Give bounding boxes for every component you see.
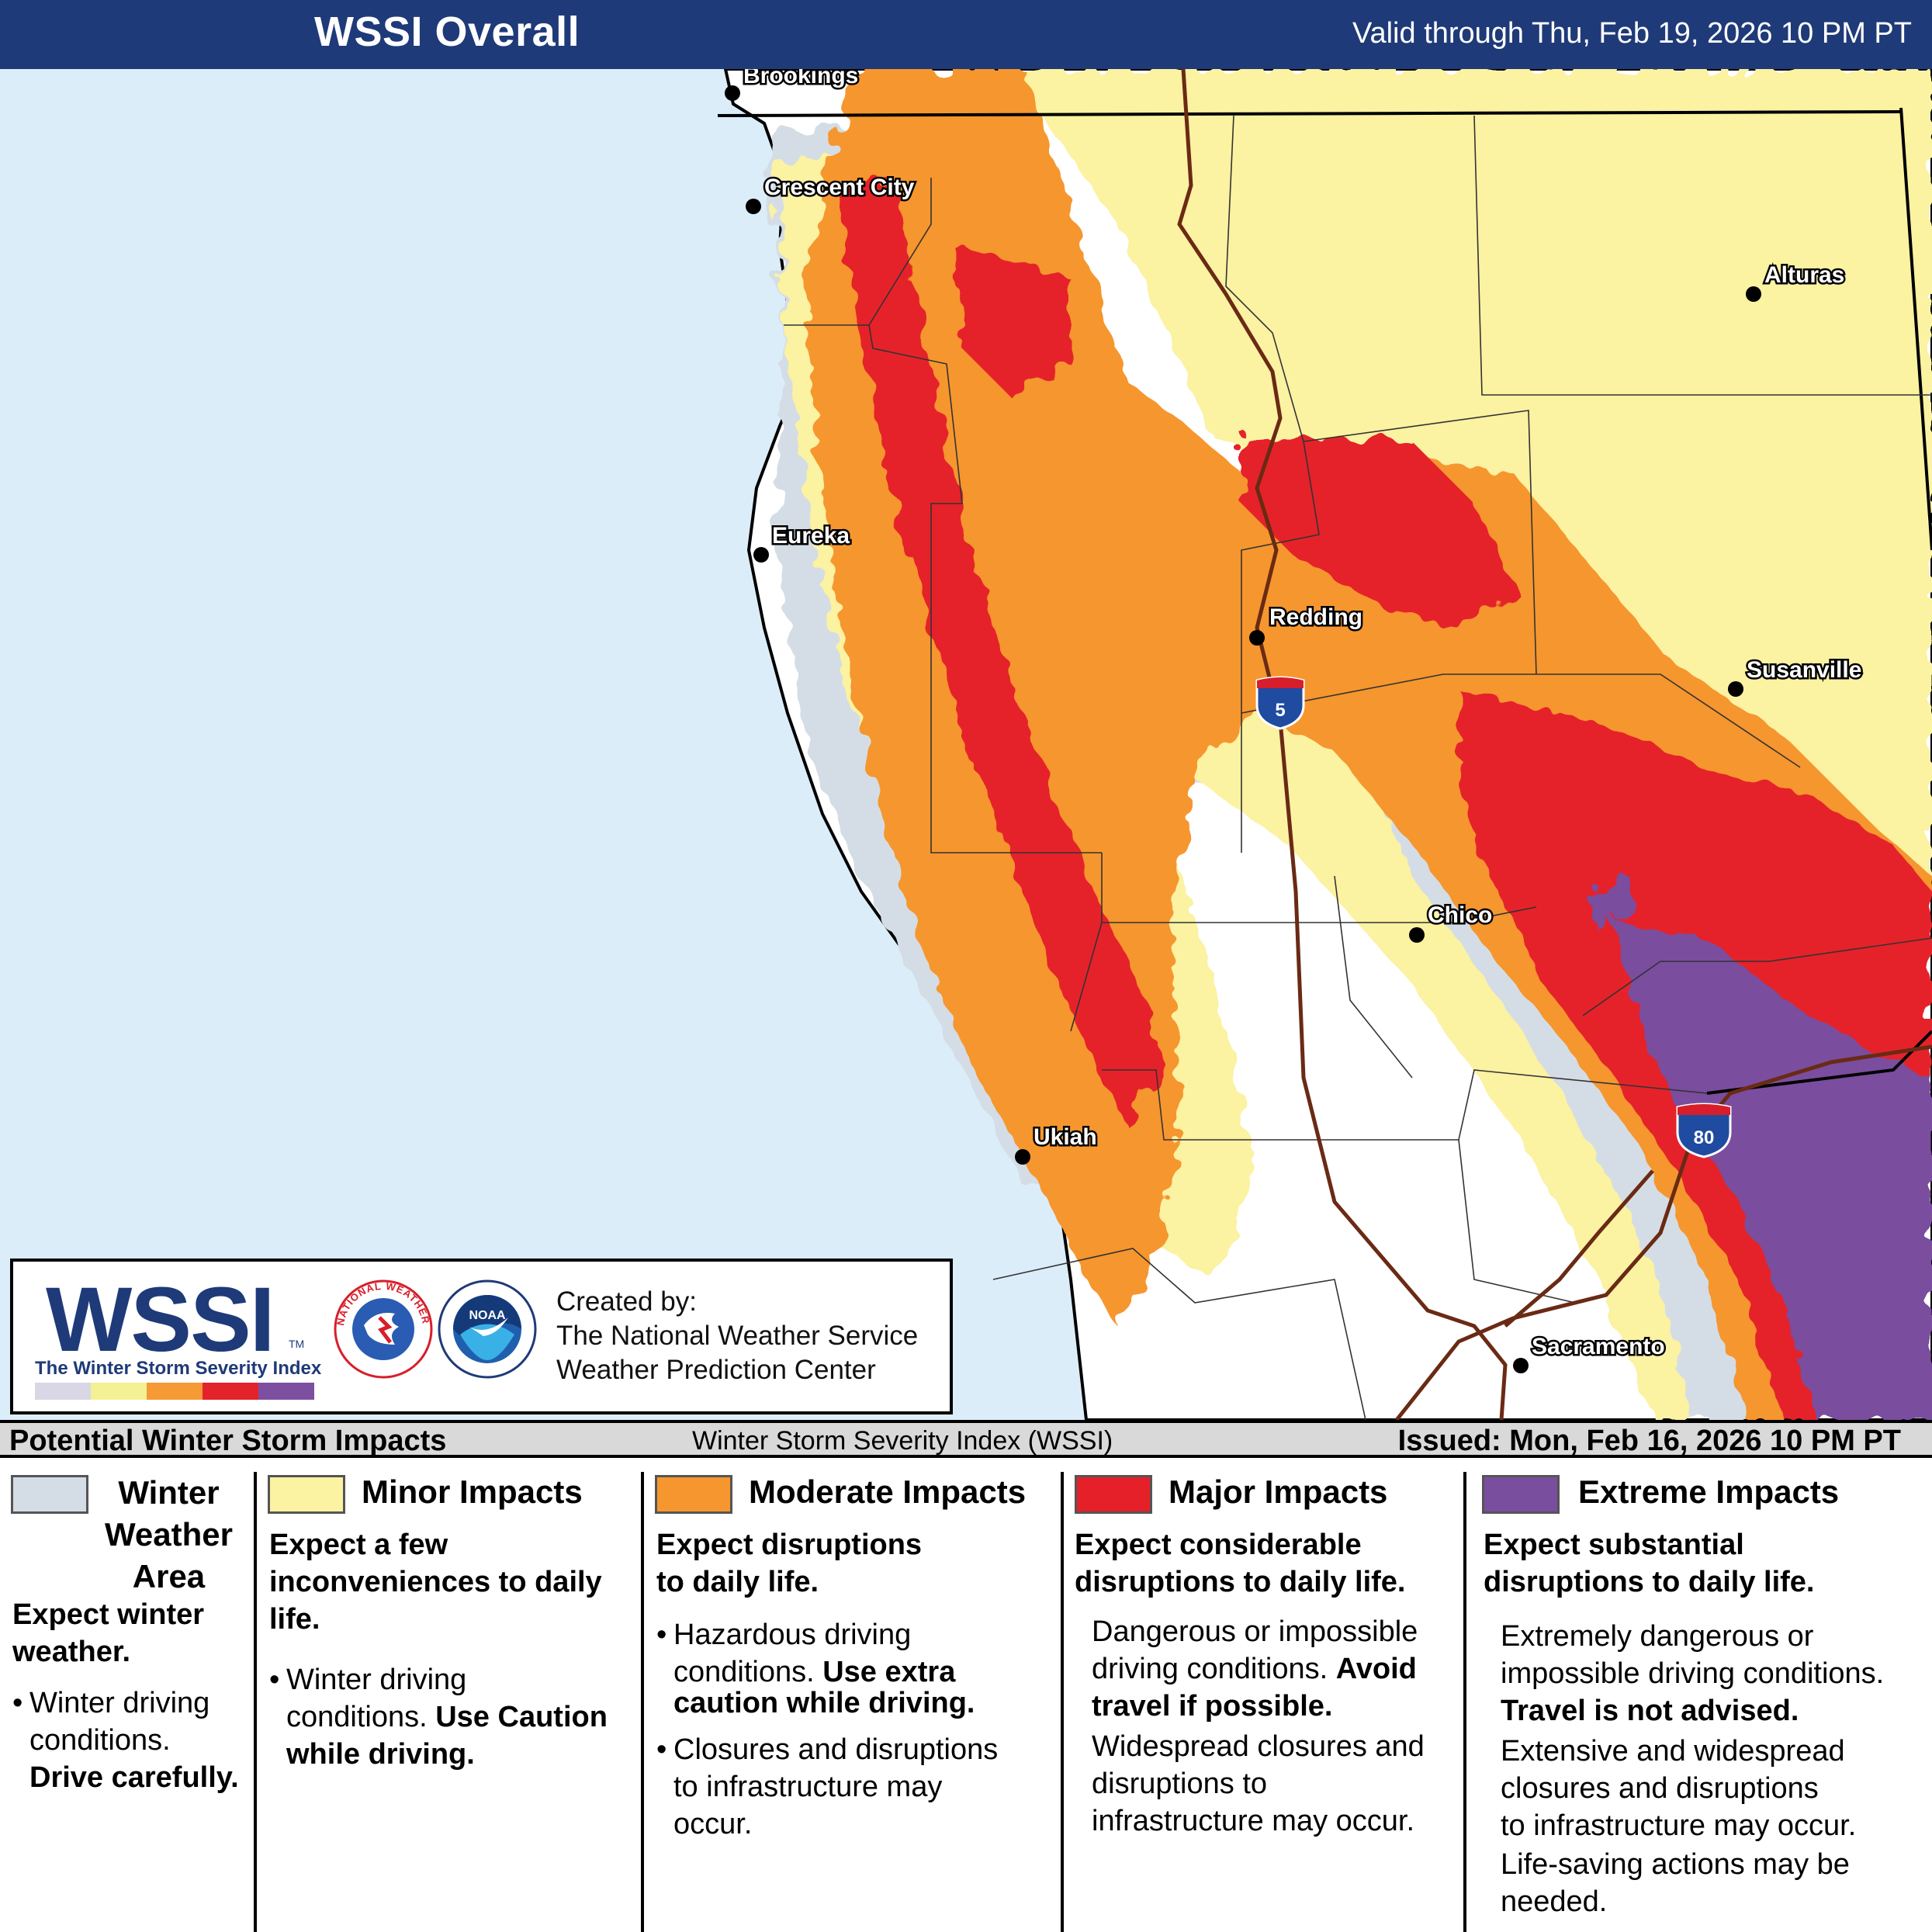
city-label-sacramento: Sacramento — [1532, 1334, 1665, 1359]
winter-weather-label: Winter Weather Area — [105, 1474, 233, 1594]
major-impacts-summary: Expect considerable disruptions to daily… — [1075, 1529, 1406, 1598]
major-impacts-area — [838, 178, 1164, 1124]
nws-seal-icon: NATIONAL WEATHER SERVICE — [333, 1279, 433, 1379]
wssi-logo-box: WSSI TM The Winter Storm Severity Index … — [10, 1259, 953, 1414]
moderate-impacts-bullet-1: Hazardous driving conditions. Use extra … — [656, 1616, 975, 1722]
extreme-impacts-spot — [1583, 876, 1637, 930]
moderate-impacts-bullet-2: Closures and disruptions to infrastructu… — [656, 1731, 998, 1843]
extreme-impacts-area — [1614, 923, 1932, 1420]
state-border-or-ca — [717, 110, 1902, 117]
city-eureka[interactable]: Eureka — [753, 521, 852, 563]
map-svg: 5 80 Brookings Crescent City Alturas Eur… — [0, 69, 1932, 1420]
minor-impacts-valley — [1102, 674, 1691, 1420]
legend-center-title: Winter Storm Severity Index (WSSI) — [692, 1426, 1113, 1456]
city-ukiah[interactable]: Ukiah — [1015, 1123, 1099, 1165]
city-label-ukiah: Ukiah — [1034, 1124, 1097, 1150]
highway-route-sac — [1504, 1169, 1654, 1328]
header-bar: WSSI Overall Valid through Thu, Feb 19, … — [0, 0, 1932, 69]
noaa-seal-text: NOAA — [469, 1309, 506, 1322]
city-chico[interactable]: Chico — [1409, 901, 1494, 943]
city-crescent-city[interactable]: Crescent City — [746, 173, 916, 214]
city-sacramento[interactable]: Sacramento — [1513, 1332, 1667, 1373]
city-label-eureka: Eureka — [772, 523, 850, 549]
color-bar-winter — [35, 1383, 91, 1400]
legend-divider — [1061, 1472, 1064, 1932]
valid-through-text: Valid through Thu, Feb 19, 2026 10 PM PT — [1352, 17, 1912, 50]
city-label-crescent-city: Crescent City — [764, 175, 915, 200]
state-border-ca-nv-diagonal — [1706, 1030, 1932, 1095]
major-impacts-north — [1241, 434, 1521, 628]
map-title: WSSI Overall — [314, 9, 580, 55]
noaa-seal-icon: NOAA — [438, 1279, 537, 1379]
state-border-ca-nv — [1899, 107, 1932, 551]
legend-title: Potential Winter Storm Impacts — [9, 1425, 447, 1457]
city-brookings[interactable]: Brookings — [725, 69, 860, 101]
wssi-logo-subtitle: The Winter Storm Severity Index — [35, 1358, 322, 1379]
trademark-mark: TM — [289, 1338, 305, 1350]
moderate-impacts-summary: Expect disruptions to daily life. — [656, 1529, 923, 1598]
legend-moderate-impacts: Moderate Impacts Expect disruptions to d… — [644, 1458, 1061, 1932]
city-redding[interactable]: Redding — [1249, 603, 1365, 646]
legend-winter-weather: Winter Weather Area Expect winter weathe… — [0, 1458, 254, 1932]
extreme-impacts-label: Extreme Impacts — [1578, 1473, 1840, 1510]
interstate-80-route — [1395, 1044, 1932, 1420]
legend-divider — [254, 1472, 257, 1932]
winter-weather-swatch — [11, 1475, 88, 1514]
interstate-5-route — [1177, 69, 1508, 1420]
legend-minor-impacts: Minor Impacts Expect a few inconvenience… — [257, 1458, 641, 1932]
major-impacts-label: Major Impacts — [1169, 1473, 1388, 1510]
i5-shield-number: 5 — [1275, 700, 1285, 721]
created-by-line-1: Created by: — [556, 1286, 697, 1317]
i80-shield-number: 80 — [1694, 1127, 1715, 1148]
county-lines — [784, 115, 1932, 1420]
winter-weather-bullet: Winter driving conditions. Drive careful… — [12, 1684, 239, 1796]
legend-extreme-impacts: Extreme Impacts Expect substantial disru… — [1466, 1458, 1932, 1932]
city-label-chico: Chico — [1428, 902, 1492, 928]
minor-impacts-bullet: Winter driving conditions. Use Caution w… — [269, 1661, 608, 1773]
wssi-color-bar — [35, 1383, 314, 1400]
major-impacts-infrastructure: Widespread closures and disruptions to i… — [1092, 1730, 1425, 1837]
city-label-redding: Redding — [1269, 604, 1362, 630]
issued-date: Issued: Mon, Feb 16, 2026 10 PM PT — [1397, 1425, 1901, 1457]
major-impacts-swatch — [1075, 1475, 1152, 1514]
moderate-impacts-swatch — [655, 1475, 732, 1514]
extreme-impacts-infrastructure: Extensive and widespread closures and di… — [1501, 1735, 1857, 1842]
minor-impacts-swatch — [268, 1475, 345, 1514]
color-bar-extreme — [258, 1383, 314, 1400]
color-bar-minor — [91, 1383, 147, 1400]
city-label-brookings: Brookings — [743, 69, 858, 88]
wssi-map[interactable]: 5 80 Brookings Crescent City Alturas Eur… — [0, 69, 1932, 1420]
winter-weather-summary: Expect winter weather. — [12, 1598, 205, 1668]
wssi-logo-text: WSSI — [46, 1269, 275, 1371]
city-susanville[interactable]: Susanville — [1728, 656, 1864, 697]
created-by-line-2: The National Weather Service — [556, 1321, 919, 1351]
minor-impacts-summary: Expect a few inconveniences to daily lif… — [269, 1529, 602, 1636]
color-bar-moderate — [147, 1383, 203, 1400]
major-impacts-driving: Dangerous or impossible driving conditio… — [1092, 1615, 1418, 1723]
legend-major-impacts: Major Impacts Expect considerable disrup… — [1064, 1458, 1463, 1932]
major-impacts-ridge — [954, 248, 1071, 395]
extreme-impacts-life-saving: Life-saving actions may be needed. — [1501, 1848, 1850, 1918]
color-bar-major — [203, 1383, 258, 1400]
created-by-block: Created by: The National Weather Service… — [556, 1285, 918, 1387]
extreme-impacts-driving: Extremely dangerous or impossible drivin… — [1501, 1620, 1885, 1727]
extreme-impacts-summary: Expect substantial disruptions to daily … — [1484, 1529, 1815, 1598]
legend-divider — [1463, 1472, 1466, 1932]
legend-divider — [641, 1472, 644, 1932]
city-alturas[interactable]: Alturas — [1746, 261, 1847, 302]
created-by-line-3: Weather Prediction Center — [556, 1355, 876, 1385]
impact-legend: Winter Weather Area Expect winter weathe… — [0, 1458, 1932, 1932]
legend-header: Potential Winter Storm Impacts Winter St… — [0, 1420, 1932, 1458]
extreme-impacts-swatch — [1482, 1475, 1560, 1514]
moderate-impacts-label: Moderate Impacts — [749, 1473, 1027, 1510]
city-label-alturas: Alturas — [1764, 262, 1844, 288]
minor-impacts-label: Minor Impacts — [362, 1473, 583, 1510]
interstate-5-shield-icon[interactable]: 5 — [1255, 676, 1305, 730]
city-label-susanville: Susanville — [1747, 657, 1861, 683]
interstate-80-shield-icon[interactable]: 80 — [1676, 1103, 1732, 1158]
